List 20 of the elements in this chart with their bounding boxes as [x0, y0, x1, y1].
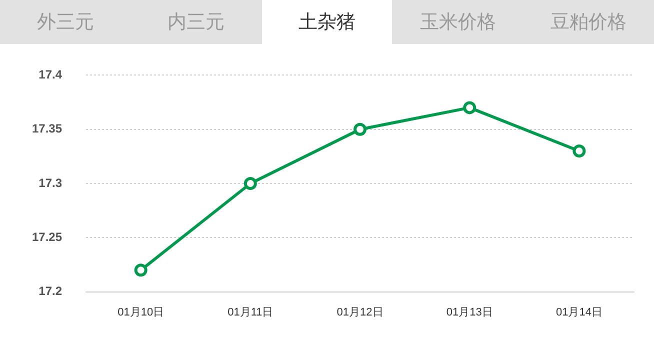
text: 玉米价格 — [418, 10, 497, 35]
x-tick-label: 01月11日 — [228, 306, 274, 318]
text: 豆粕价格 — [550, 10, 628, 35]
chart-title: 土杂猪 — [262, 0, 392, 44]
x-tick-label: 01月14日 — [556, 306, 602, 318]
x-tick-label: 01月10日 — [118, 306, 164, 318]
point — [463, 101, 476, 114]
text: 内三元 — [166, 10, 226, 35]
x-tick-label: 01月13日 — [446, 306, 493, 318]
text: 外三元 — [36, 10, 95, 35]
x-tick-label: 01月12日 — [336, 306, 384, 318]
point — [134, 264, 148, 277]
point — [354, 122, 367, 136]
point — [244, 177, 257, 190]
y-tick-label: 17.35 — [32, 122, 62, 136]
y-tick-label: 17.3 — [38, 176, 62, 190]
y-tick-label: 17.4 — [38, 68, 62, 82]
y-tick-label: 17.2 — [38, 284, 62, 298]
y-tick-label: 17.25 — [32, 230, 62, 244]
point — [572, 144, 586, 158]
